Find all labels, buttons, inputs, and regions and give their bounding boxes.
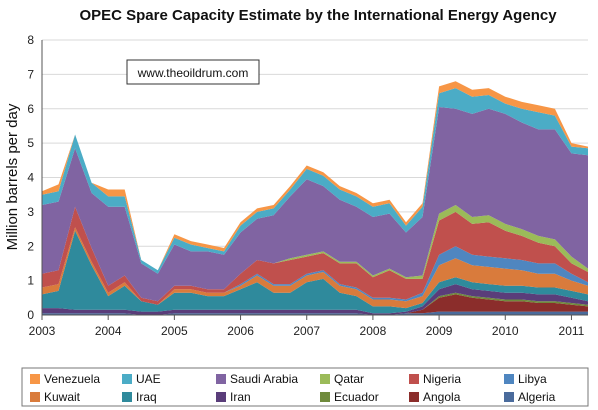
x-tick-label: 2011 (559, 324, 585, 338)
legend-swatch (409, 392, 419, 402)
area-saudi-arabia (42, 107, 588, 302)
legend-label: Libya (518, 372, 547, 386)
x-tick-label: 2003 (29, 324, 56, 338)
legend-swatch (30, 392, 40, 402)
legend-label: Venezuela (44, 372, 100, 386)
area-angola (42, 294, 588, 315)
watermark-box: www.theoildrum.com (126, 59, 260, 85)
area-kuwait (42, 227, 588, 309)
legend-label: Angola (423, 390, 461, 404)
legend-label: UAE (136, 372, 161, 386)
area-uae (42, 88, 588, 274)
legend-swatch (504, 392, 514, 402)
y-tick-label: 8 (27, 33, 34, 47)
y-tick-label: 0 (27, 308, 34, 322)
y-axis-label: Million barrels per day (4, 103, 21, 250)
legend-label: Nigeria (423, 372, 461, 386)
watermark-frame (126, 59, 260, 85)
legend-swatch (216, 374, 226, 384)
legend-swatch (30, 374, 40, 384)
legend-swatch (320, 392, 330, 402)
legend-label: Ecuador (334, 390, 379, 404)
y-tick-label: 6 (27, 102, 34, 116)
area-iran (42, 284, 588, 315)
y-ticks: 0 1 2 3 4 5 6 7 8 (27, 33, 34, 322)
x-tick-label: 2008 (360, 324, 387, 338)
legend-swatch (320, 374, 330, 384)
x-tick-label: 2006 (227, 324, 254, 338)
legend-label: Algeria (518, 390, 556, 404)
y-tick-label: 1 (27, 274, 34, 288)
legend-swatch (504, 374, 514, 384)
legend-frame (21, 367, 589, 407)
areas (42, 81, 588, 315)
y-tick-label: 5 (27, 136, 34, 150)
area-qatar (42, 205, 588, 302)
legend-swatch (409, 374, 419, 384)
legend-label: Qatar (334, 372, 364, 386)
axes (41, 40, 588, 316)
area-nigeria (42, 206, 588, 305)
x-tick-label: 2005 (161, 324, 188, 338)
chart-title: OPEC Spare Capacity Estimate by the Inte… (79, 7, 557, 24)
x-tick-label: 2004 (95, 324, 122, 338)
legend-swatch (122, 374, 132, 384)
legend-swatch (216, 392, 226, 402)
y-tick-label: 7 (27, 67, 34, 81)
y-tick-label: 3 (27, 205, 34, 219)
x-tick-label: 2010 (492, 324, 519, 338)
area-iraq (42, 230, 588, 314)
y-tick-label: 2 (27, 239, 34, 253)
legend-label: Iran (230, 390, 251, 404)
legend-swatch (122, 392, 132, 402)
legend-label: Saudi Arabia (230, 372, 298, 386)
y-tick-label: 4 (27, 171, 34, 185)
legend: Venezuela UAE Saudi Arabia Qatar Nigeria Liby… (21, 367, 589, 407)
legend-label: Iraq (136, 390, 157, 404)
legend-label: Kuwait (44, 390, 81, 404)
x-ticks: 2003 2004 2005 2006 2007 2008 2009 2010 2011 (29, 315, 585, 338)
watermark-text: www.theoildrum.com (137, 66, 249, 80)
x-tick-label: 2009 (426, 324, 453, 338)
x-tick-label: 2007 (293, 324, 320, 338)
